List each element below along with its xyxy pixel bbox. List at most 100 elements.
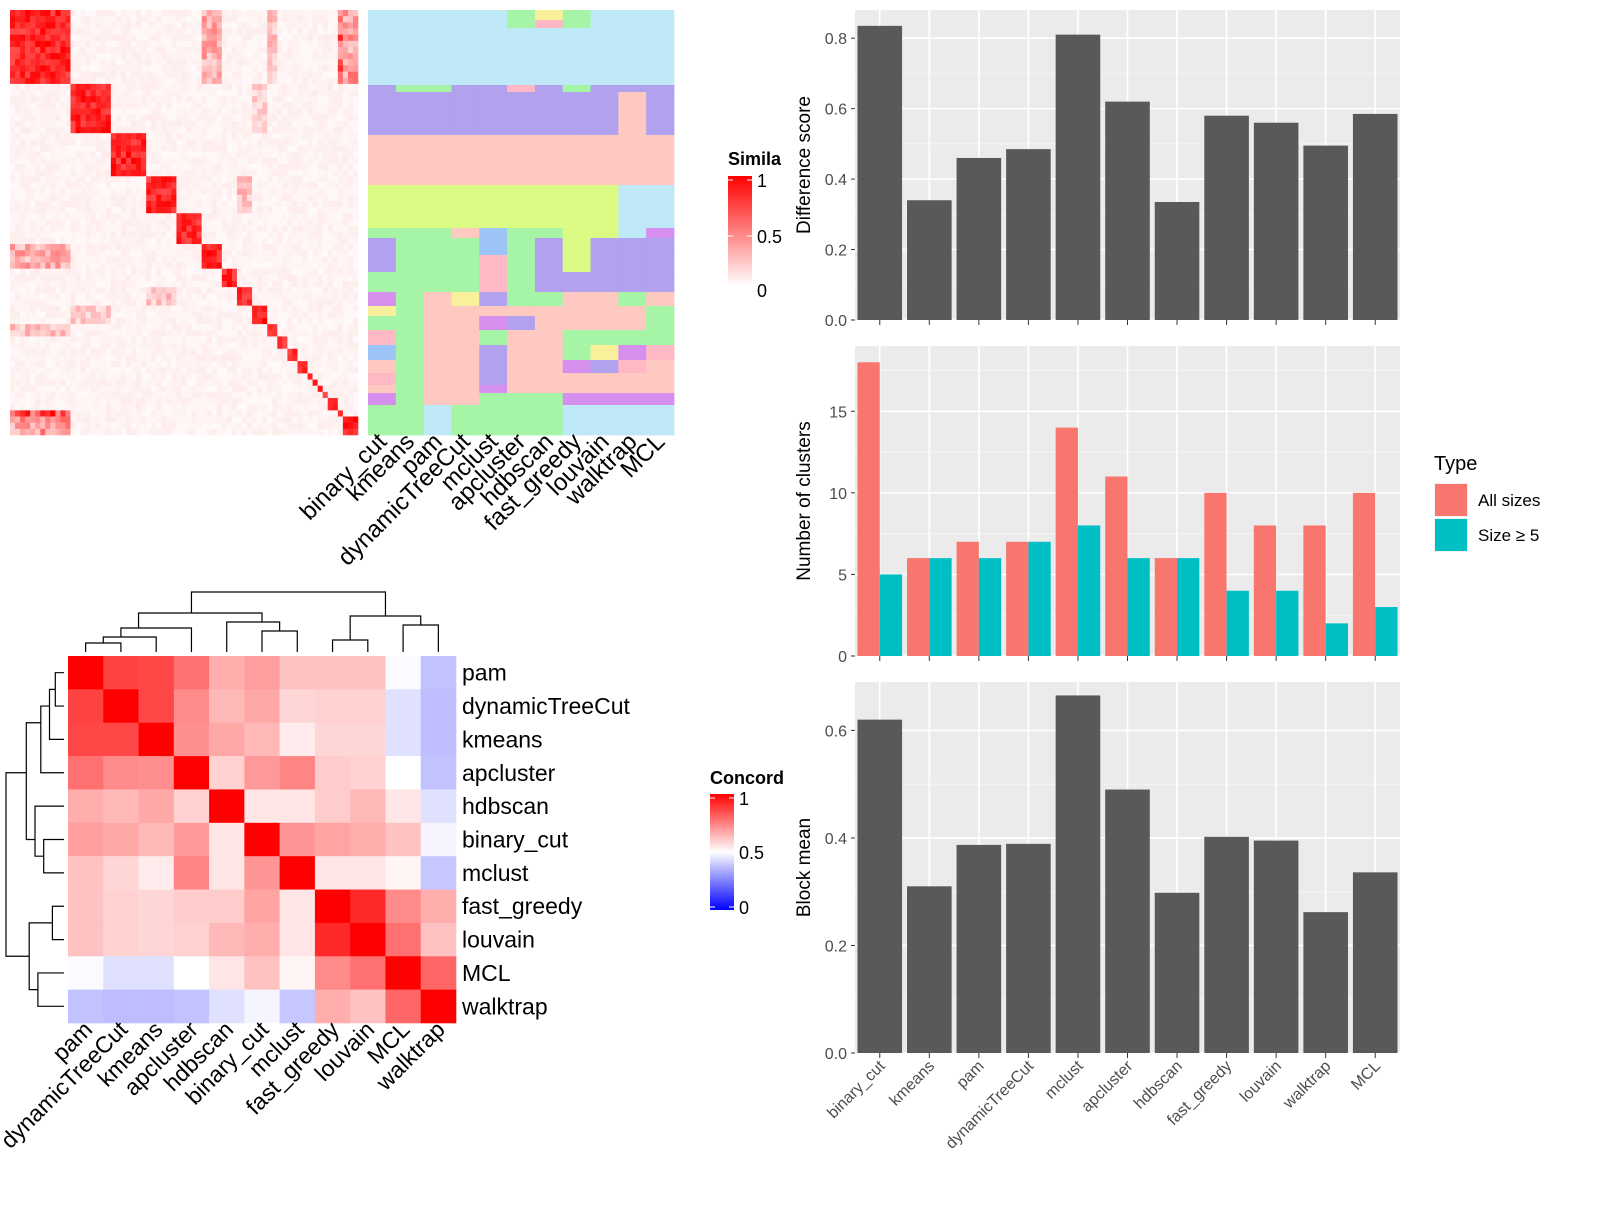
similarity-cell	[347, 299, 354, 306]
similarity-cell	[327, 373, 334, 380]
similarity-cell	[20, 176, 26, 183]
similarity-cell	[90, 244, 97, 251]
similarity-cell	[156, 16, 162, 23]
similarity-cell	[25, 348, 31, 356]
similarity-cell	[105, 77, 112, 85]
similarity-cell	[45, 422, 51, 430]
similarity-cell	[322, 244, 329, 251]
similarity-cell	[332, 65, 339, 72]
similarity-cell	[352, 139, 359, 146]
partition-cell	[395, 228, 425, 239]
similarity-cell	[120, 200, 127, 208]
similarity-cell	[322, 16, 329, 23]
similarity-cell	[262, 373, 268, 380]
similarity-cell	[70, 256, 76, 263]
similarity-cell	[236, 336, 243, 343]
similarity-cell	[55, 176, 61, 183]
partition-cell	[590, 255, 619, 273]
similarity-cell	[342, 237, 349, 245]
similarity-cell	[272, 176, 278, 183]
similarity-cell	[85, 151, 91, 159]
similarity-cell	[126, 330, 132, 337]
similarity-cell	[45, 28, 51, 35]
similarity-cell	[206, 237, 213, 245]
similarity-cell	[115, 34, 122, 42]
similarity-cell	[262, 139, 268, 146]
similarity-cell	[221, 416, 228, 423]
similarity-cell	[90, 145, 97, 152]
similarity-cell	[110, 317, 117, 325]
similarity-cell	[176, 287, 182, 294]
similarity-cell	[40, 133, 46, 140]
similarity-cell	[257, 182, 263, 189]
similarity-cell	[257, 145, 263, 152]
similarity-cell	[317, 163, 323, 171]
similarity-cell	[302, 299, 308, 306]
similarity-cell	[30, 71, 36, 79]
similarity-cell	[100, 114, 107, 122]
similarity-cell	[120, 428, 127, 436]
similarity-cell	[55, 354, 61, 362]
similarity-cell	[151, 391, 157, 399]
similarity-cell	[226, 336, 233, 343]
similarity-cell	[327, 46, 334, 54]
similarity-cell	[161, 416, 167, 423]
similarity-cell	[146, 182, 152, 189]
similarity-cell	[302, 379, 308, 387]
similarity-cell	[297, 416, 303, 423]
similarity-cell	[292, 256, 298, 263]
similarity-cell	[272, 244, 278, 251]
similarity-cell	[221, 367, 228, 374]
similarity-cell	[75, 151, 81, 159]
similarity-cell	[186, 404, 192, 411]
similarity-cell	[55, 305, 61, 313]
similarity-cell	[262, 262, 268, 269]
similarity-cell	[141, 361, 147, 368]
similarity-cell	[35, 391, 41, 399]
similarity-cell	[35, 139, 41, 146]
similarity-cell	[70, 34, 76, 42]
similarity-cell	[95, 16, 102, 23]
similarity-cell	[166, 256, 172, 263]
partition-cell	[423, 373, 452, 386]
similarity-cell	[80, 22, 86, 29]
similarity-cell	[206, 83, 213, 91]
similarity-cell	[90, 16, 97, 23]
similarity-cell	[105, 219, 112, 226]
similarity-cell	[262, 40, 268, 48]
similarity-cell	[322, 157, 329, 165]
similarity-cell	[181, 268, 187, 276]
similarity-cell	[257, 231, 263, 239]
similarity-cell	[75, 237, 81, 245]
partition-cell	[534, 272, 564, 293]
similarity-cell	[176, 231, 182, 239]
similarity-cell	[287, 219, 293, 226]
similarity-cell	[267, 268, 273, 276]
similarity-cell	[95, 336, 102, 343]
similarity-cell	[201, 379, 207, 387]
similarity-cell	[141, 398, 147, 405]
similarity-cell	[252, 219, 258, 226]
similarity-cell	[35, 10, 41, 17]
similarity-cell	[60, 114, 66, 122]
similarity-cell	[196, 398, 202, 405]
similarity-cell	[146, 151, 152, 159]
similarity-cell	[35, 268, 41, 276]
similarity-cell	[206, 53, 213, 60]
similarity-cell	[191, 120, 197, 128]
similarity-cell	[90, 410, 97, 417]
similarity-cell	[332, 250, 339, 257]
similarity-cell	[181, 151, 187, 159]
similarity-cell	[171, 428, 177, 436]
similarity-cell	[191, 163, 197, 171]
similarity-cell	[352, 367, 359, 374]
similarity-cell	[226, 28, 233, 35]
similarity-cell	[347, 274, 354, 282]
partition-cell	[479, 92, 508, 136]
similarity-cell	[231, 133, 238, 140]
similarity-cell	[151, 299, 157, 306]
similarity-cell	[110, 40, 117, 48]
similarity-cell	[226, 34, 233, 42]
similarity-cell	[287, 163, 293, 171]
similarity-cell	[352, 151, 359, 159]
